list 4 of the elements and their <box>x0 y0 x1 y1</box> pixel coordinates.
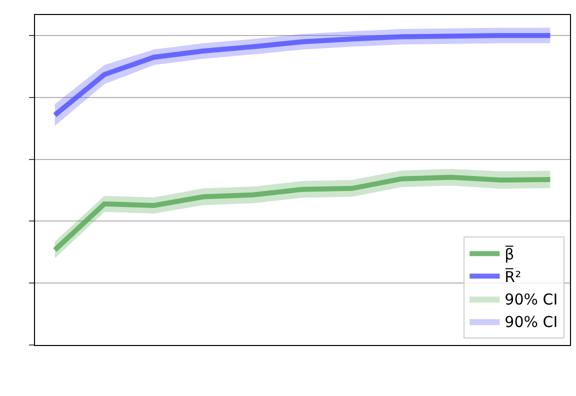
legend-label: 90% CI <box>504 313 558 331</box>
legend-label: 90% CI <box>504 290 558 308</box>
legend-label: β̅ <box>504 244 514 264</box>
legend-label: R̅² <box>504 267 522 286</box>
